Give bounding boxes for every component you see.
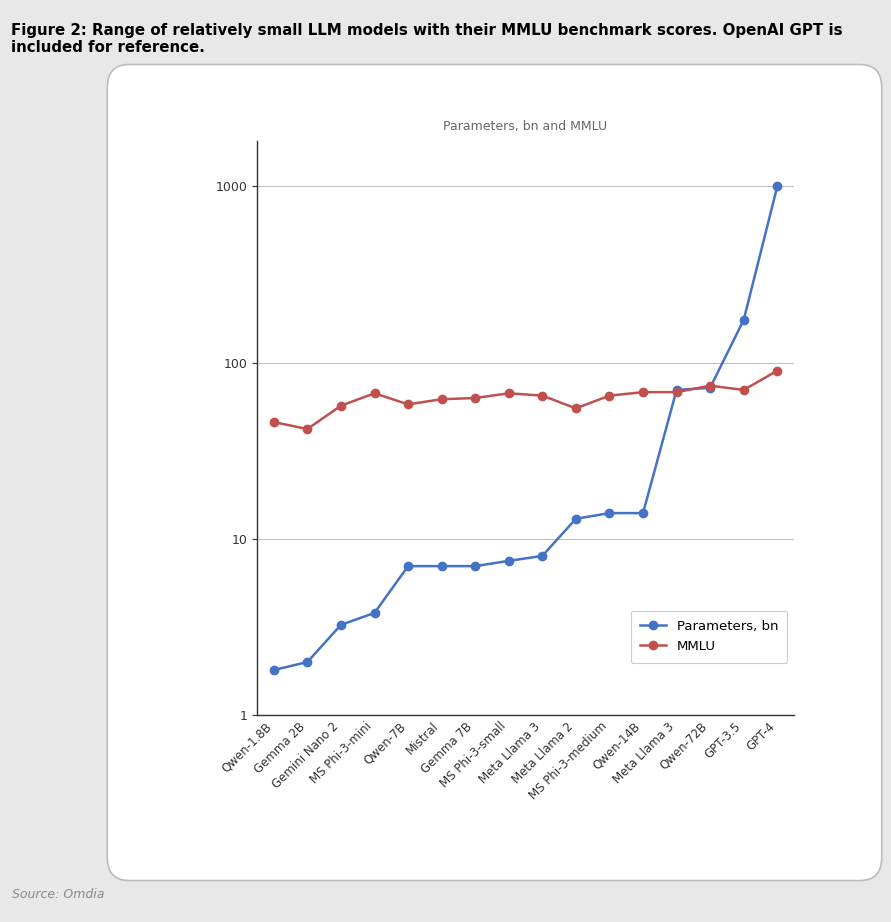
Line: Parameters, bn: Parameters, bn (270, 183, 781, 674)
MMLU (570, 403, 581, 414)
MMLU (268, 417, 279, 428)
Parameters, bn (268, 665, 279, 676)
MMLU (638, 386, 649, 397)
Parameters, bn (604, 508, 615, 519)
Legend: Parameters, bn, MMLU: Parameters, bn, MMLU (631, 610, 788, 663)
Parameters, bn (570, 514, 581, 525)
MMLU (470, 393, 480, 404)
FancyBboxPatch shape (107, 65, 882, 881)
Parameters, bn (739, 314, 749, 325)
Title: Parameters, bn and MMLU: Parameters, bn and MMLU (444, 121, 608, 134)
Parameters, bn (638, 508, 649, 519)
Line: MMLU: MMLU (270, 367, 781, 433)
Parameters, bn (403, 561, 413, 572)
MMLU (739, 384, 749, 396)
Parameters, bn (470, 561, 480, 572)
MMLU (503, 388, 514, 399)
Parameters, bn (705, 383, 715, 394)
Parameters, bn (336, 620, 347, 631)
MMLU (302, 423, 313, 434)
MMLU (671, 386, 682, 397)
Parameters, bn (537, 550, 548, 561)
Parameters, bn (503, 555, 514, 566)
Parameters, bn (671, 384, 682, 396)
MMLU (772, 365, 782, 376)
MMLU (336, 400, 347, 411)
MMLU (369, 388, 380, 399)
Parameters, bn (772, 181, 782, 192)
Parameters, bn (437, 561, 447, 572)
Parameters, bn (302, 656, 313, 668)
MMLU (604, 390, 615, 401)
MMLU (403, 399, 413, 410)
Text: Source: Omdia: Source: Omdia (12, 888, 104, 901)
MMLU (437, 394, 447, 405)
MMLU (705, 380, 715, 391)
MMLU (537, 390, 548, 401)
Text: Figure 2: Range of relatively small LLM models with their MMLU benchmark scores.: Figure 2: Range of relatively small LLM … (11, 23, 842, 55)
Parameters, bn (369, 608, 380, 619)
